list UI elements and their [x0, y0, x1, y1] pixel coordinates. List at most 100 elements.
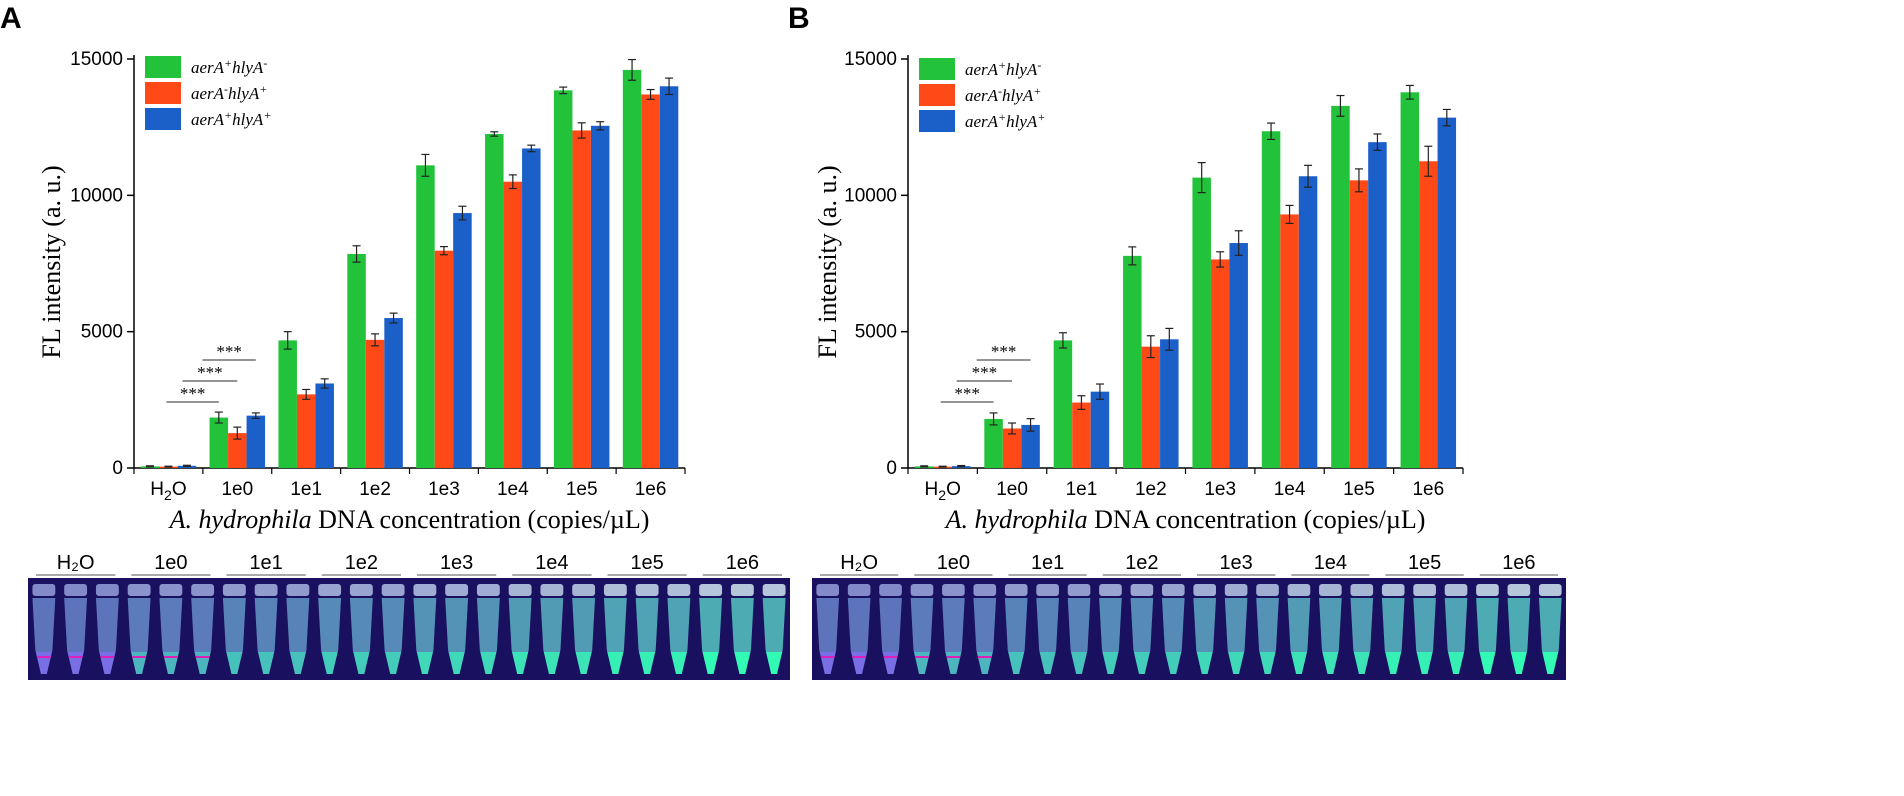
tube-solution	[321, 652, 338, 674]
tube-group-label: H₂O	[57, 552, 95, 574]
x-tick-label: 1e6	[1412, 479, 1444, 500]
x-axis-title: A. hydrophila DNA concentration (copies/…	[944, 505, 1426, 534]
bar	[365, 339, 385, 468]
tube-group-label: 1e6	[726, 552, 759, 574]
bar	[1280, 214, 1299, 468]
tube	[1256, 584, 1279, 674]
tube-cap	[1067, 584, 1091, 596]
x-tick-label: 1e5	[566, 479, 598, 500]
y-tick-label: 10000	[70, 185, 123, 206]
y-axis-title: FL intensity (a. u.)	[813, 165, 842, 358]
tube-cap	[1476, 584, 1499, 596]
tube-solution	[702, 652, 719, 674]
x-tick-label: 1e4	[1274, 479, 1306, 500]
tube	[508, 584, 532, 674]
x-axis-title: A. hydrophila DNA concentration (copies/…	[168, 505, 650, 534]
significance-label: ***	[954, 384, 980, 403]
bar	[485, 133, 504, 468]
legend-label: aerA-hlyA+	[191, 82, 267, 103]
tube-group-label: 1e3	[1219, 552, 1252, 574]
tube-cap	[1036, 584, 1059, 596]
bar	[434, 250, 454, 468]
tube-photo-background	[28, 578, 790, 680]
tube-cap	[910, 584, 934, 596]
bar	[590, 125, 610, 468]
tube-cap	[476, 584, 500, 596]
tube	[1476, 584, 1499, 674]
tube-solution	[1196, 652, 1213, 674]
bar	[384, 318, 403, 468]
tube-cap	[1099, 584, 1122, 596]
tube-cap	[445, 584, 469, 596]
tube-solution	[1291, 652, 1307, 674]
tube-group-label: 1e4	[1314, 552, 1347, 574]
tube-cap	[32, 584, 56, 596]
tube-group-label: 1e4	[535, 552, 568, 574]
tube-group-label: 1e6	[1502, 552, 1535, 574]
tube-cap	[1130, 584, 1154, 596]
significance-label: ***	[216, 342, 242, 361]
x-tick-label: 1e2	[359, 479, 391, 500]
tube-solution	[607, 652, 624, 674]
tube-solution	[639, 652, 656, 674]
y-tick-label: 5000	[81, 322, 123, 343]
tube-solution	[226, 652, 243, 674]
tube-cap	[635, 584, 659, 596]
tube-solution	[734, 652, 751, 674]
tube-cap	[1256, 584, 1279, 596]
bar	[1053, 340, 1073, 468]
tube-cap	[762, 584, 786, 596]
tube	[1538, 584, 1562, 674]
tube-cap	[191, 584, 215, 596]
y-axis-title: FL intensity (a. u.)	[37, 165, 66, 358]
tube-solution	[766, 652, 783, 674]
tube-solution	[1228, 652, 1245, 674]
tube-solution	[1448, 652, 1464, 674]
bar	[1021, 424, 1040, 468]
bar	[503, 181, 523, 468]
bar	[1160, 339, 1179, 468]
tube-solution	[1039, 652, 1056, 674]
tube-solution	[385, 652, 402, 674]
tube	[286, 584, 310, 674]
tube-cap	[508, 584, 532, 596]
x-tick-label: 1e5	[1343, 479, 1375, 500]
tube	[222, 584, 246, 674]
tube	[603, 584, 627, 674]
tube	[973, 584, 997, 674]
bar	[659, 86, 679, 469]
tube	[1287, 584, 1311, 674]
tube	[1099, 584, 1122, 674]
y-tick-label: 15000	[844, 49, 897, 70]
legend-swatch	[919, 84, 955, 106]
tube-cap	[1507, 584, 1531, 596]
tube	[445, 584, 469, 674]
tube-group-label: 1e2	[1125, 552, 1158, 574]
tube-cap	[95, 584, 119, 596]
bar	[1072, 402, 1091, 468]
y-tick-label: 15000	[70, 49, 123, 70]
tube	[1224, 584, 1248, 674]
tube-cap	[413, 584, 437, 596]
tube-solution	[1416, 652, 1433, 674]
tube-cap	[318, 584, 342, 596]
bar	[1419, 161, 1438, 468]
tube	[762, 584, 786, 674]
bar	[1368, 142, 1387, 468]
tube	[1036, 584, 1059, 674]
legend-swatch	[919, 110, 955, 132]
bar	[1229, 243, 1248, 468]
tube-cap	[1319, 584, 1342, 596]
x-tick-label: 1e0	[996, 479, 1028, 500]
bar	[278, 340, 297, 468]
bar	[553, 90, 573, 469]
bar	[1002, 428, 1022, 468]
legend-swatch	[145, 108, 181, 130]
tube-group-label: 1e2	[345, 552, 378, 574]
tube-solution	[543, 652, 560, 674]
x-tick-label: 1e1	[290, 479, 322, 500]
x-tick-label: 1e3	[1204, 479, 1236, 500]
tube-group-label: 1e0	[154, 552, 187, 574]
tube-cap	[159, 584, 183, 596]
tube-cap	[879, 584, 902, 596]
